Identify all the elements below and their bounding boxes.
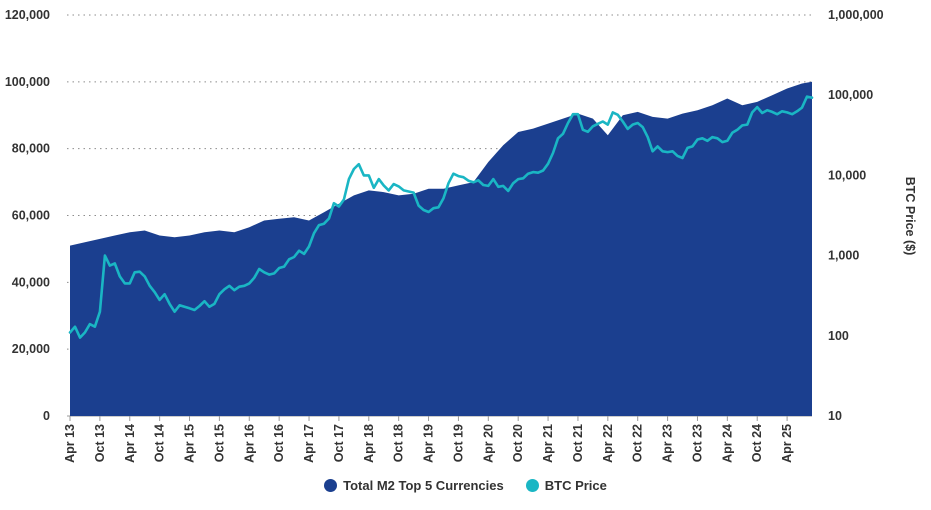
left-tick-label: 40,000: [12, 275, 50, 289]
x-tick-label: Oct 19: [451, 424, 465, 462]
x-tick-label: Oct 22: [631, 424, 645, 462]
btc-line-layer: [68, 95, 814, 339]
right-tick-label: 10,000: [828, 168, 866, 182]
right-tick-label: 10: [828, 409, 842, 423]
left-tick-label: 0: [43, 409, 50, 423]
left-tick-label: 120,000: [5, 8, 50, 22]
right-tick-label: 100: [828, 329, 849, 343]
x-tick-label: Oct 15: [212, 424, 226, 462]
right-axis-title: BTC Price ($): [903, 177, 917, 256]
m2-area: [70, 81, 812, 417]
x-tick-label: Apr 25: [780, 424, 794, 463]
x-tick-label: Oct 20: [511, 424, 525, 462]
x-tick-label: Apr 13: [63, 424, 77, 463]
left-tick-label: 20,000: [12, 342, 50, 356]
x-tick-label: Apr 14: [123, 424, 137, 463]
right-tick-label: 1,000: [828, 249, 859, 263]
right-tick-label: 1,000,000: [828, 8, 884, 22]
legend-item-btc[interactable]: BTC Price: [525, 478, 607, 493]
x-tick-label: Oct 16: [272, 424, 286, 462]
left-tick-label: 100,000: [5, 75, 50, 89]
legend-swatch-btc: [525, 479, 539, 492]
x-tick-label: Apr 21: [541, 424, 555, 463]
x-tick-label: Apr 18: [362, 424, 376, 463]
x-tick-label: Apr 20: [481, 424, 495, 463]
x-tick-label: Oct 13: [93, 424, 107, 462]
x-tick-label: Oct 14: [153, 424, 167, 462]
x-tick-label: Apr 22: [601, 424, 615, 463]
x-tick-label: Apr 16: [242, 424, 256, 463]
x-tick-label: Apr 24: [720, 424, 734, 463]
x-tick-label: Oct 21: [571, 424, 585, 462]
legend-swatch-m2: [324, 479, 338, 492]
legend-item-m2[interactable]: Total M2 Top 5 Currencies: [324, 478, 504, 493]
x-tick-label: Apr 19: [422, 424, 436, 463]
x-axis-ticks: Apr 13 Oct 13 Apr 14 Oct 14 Apr 15 Oct 15 Apr …: [63, 416, 794, 463]
x-tick-label: Apr 23: [661, 424, 675, 463]
left-tick-label: 60,000: [12, 209, 50, 223]
x-tick-label: Apr 15: [183, 424, 197, 463]
left-tick-label: 80,000: [12, 142, 50, 156]
x-tick-label: Oct 18: [392, 424, 406, 462]
x-tick-label: Oct 23: [690, 424, 704, 462]
legend-label-btc: BTC Price: [544, 478, 607, 493]
btc-price-line: [68, 95, 814, 339]
m2-area-layer: [70, 81, 812, 417]
legend-label-m2: Total M2 Top 5 Currencies: [343, 478, 504, 493]
x-tick-label: Oct 17: [332, 424, 346, 462]
right-axis-ticks: 10 100 1,000 10,000 100,000 1,000,000: [828, 8, 884, 423]
right-tick-label: 100,000: [828, 88, 873, 102]
legend: Total M2 Top 5 Currencies BTC Price: [0, 478, 931, 493]
left-axis-ticks: 0 20,000 40,000 60,000 80,000 100,000 120,000: [5, 8, 50, 423]
x-tick-label: Apr 17: [302, 424, 316, 463]
x-tick-label: Oct 24: [750, 424, 764, 462]
